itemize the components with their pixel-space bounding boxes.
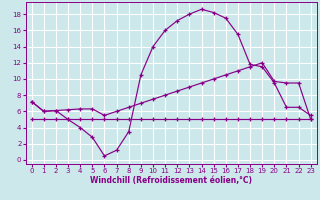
X-axis label: Windchill (Refroidissement éolien,°C): Windchill (Refroidissement éolien,°C) (90, 176, 252, 185)
